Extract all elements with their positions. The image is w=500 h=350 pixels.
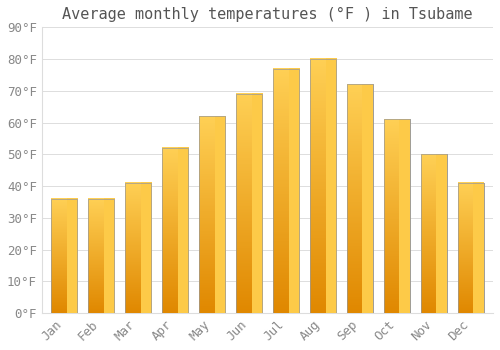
Bar [236,94,262,313]
Bar [51,199,77,313]
Bar [88,199,114,313]
Bar [162,148,188,313]
Bar [310,59,336,313]
Bar [273,69,299,313]
Bar [347,84,373,313]
Bar [162,148,188,313]
Bar [125,183,151,313]
Bar [347,84,373,313]
Bar [458,183,484,313]
Bar [384,119,410,313]
Bar [51,199,77,313]
Bar [88,199,114,313]
Bar [236,94,262,313]
Bar [421,154,447,313]
Title: Average monthly temperatures (°F ) in Tsubame: Average monthly temperatures (°F ) in Ts… [62,7,472,22]
Bar [273,69,299,313]
Bar [421,154,447,313]
Bar [199,116,225,313]
Bar [384,119,410,313]
Bar [125,183,151,313]
Bar [310,59,336,313]
Bar [199,116,225,313]
Bar [458,183,484,313]
